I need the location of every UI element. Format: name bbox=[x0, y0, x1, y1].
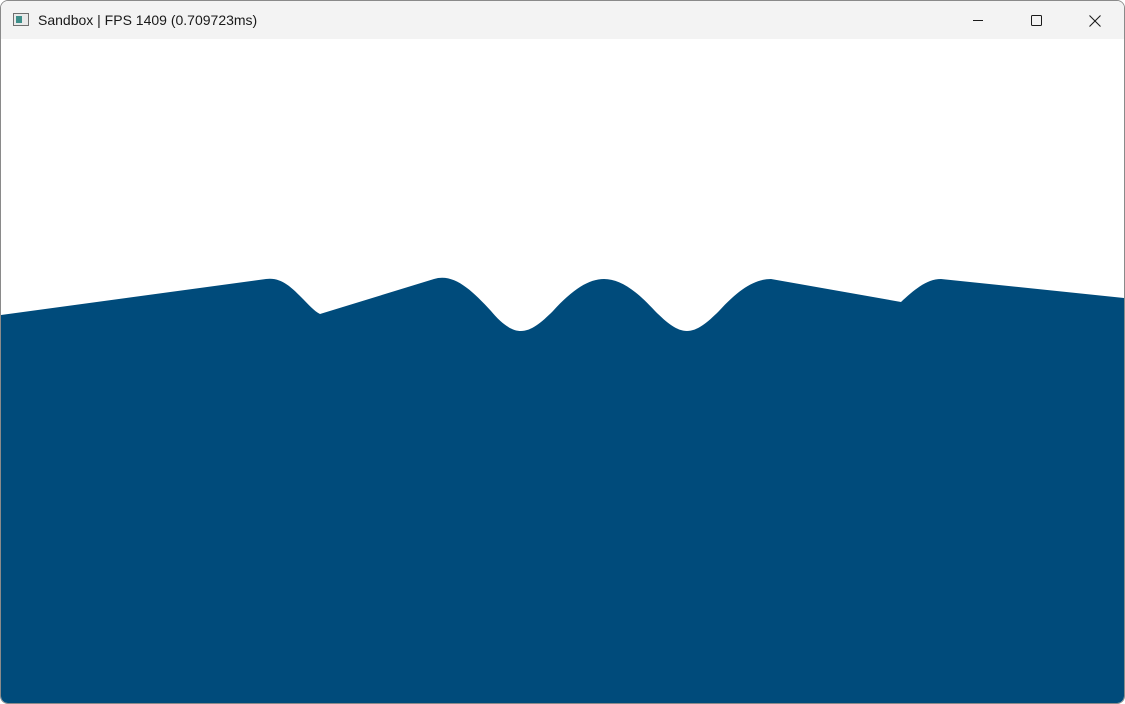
render-viewport[interactable] bbox=[1, 39, 1124, 703]
minimize-icon bbox=[973, 20, 983, 21]
terrain-shape bbox=[1, 277, 1124, 703]
title-bar[interactable]: Sandbox | FPS 1409 (0.709723ms) bbox=[1, 1, 1124, 39]
close-icon bbox=[1089, 15, 1101, 27]
minimize-button[interactable] bbox=[949, 1, 1007, 39]
app-window-icon bbox=[13, 13, 29, 26]
maximize-icon bbox=[1031, 15, 1042, 26]
maximize-button[interactable] bbox=[1007, 1, 1065, 39]
close-button[interactable] bbox=[1065, 1, 1123, 39]
app-icon-accent bbox=[16, 16, 22, 23]
window-title: Sandbox | FPS 1409 (0.709723ms) bbox=[38, 12, 258, 28]
scene-canvas bbox=[1, 39, 1124, 703]
